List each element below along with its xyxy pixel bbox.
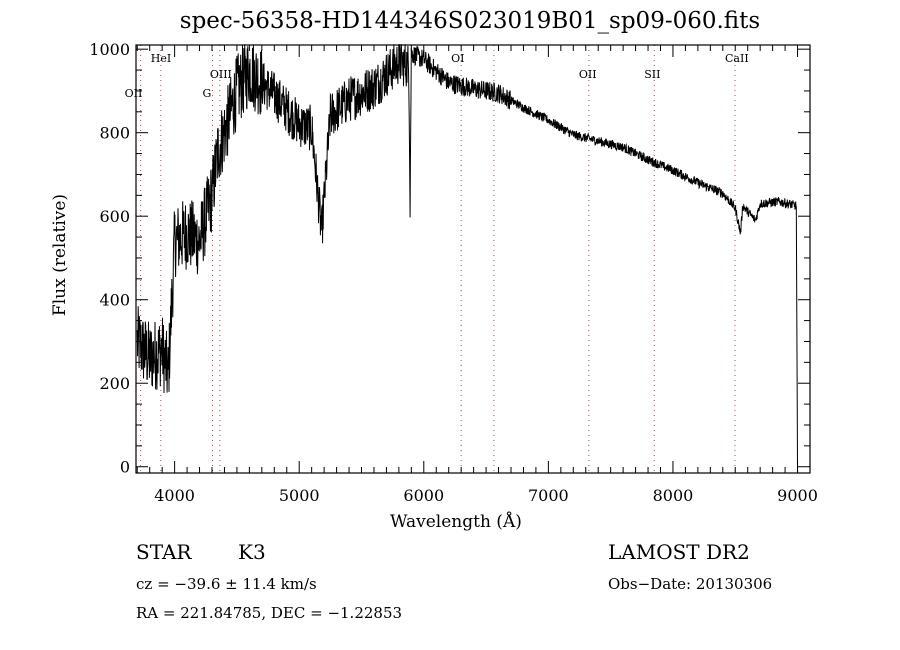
subclass: K3: [238, 540, 266, 564]
coordinates: RA = 221.84785, DEC = −1.22853: [136, 604, 403, 622]
y-tick-label: 0: [120, 458, 130, 477]
y-tick-label: 200: [99, 374, 130, 393]
y-tick-label: 600: [99, 207, 130, 226]
x-axis-label: Wavelength (Å): [390, 512, 522, 532]
y-tick-label: 1000: [89, 40, 130, 59]
line-marker-label: OI: [451, 52, 464, 65]
plot-frame: [135, 44, 811, 474]
obs-date: Obs−Date: 20130306: [608, 575, 773, 593]
chart-title: spec-56358-HD144346S023019B01_sp09-060.f…: [179, 8, 761, 34]
x-tick-label: 7000: [528, 486, 569, 505]
x-tick-label: 8000: [653, 486, 694, 505]
x-tick-label: 9000: [777, 486, 818, 505]
object-class: STAR: [136, 540, 192, 564]
survey-name: LAMOST DR2: [608, 540, 750, 564]
line-marker-label: OII: [125, 87, 143, 100]
line-marker-label: OIII: [210, 68, 232, 81]
line-marker-label: CaII: [725, 52, 749, 65]
line-marker-label: HeI: [151, 52, 171, 65]
x-tick-label: 4000: [154, 486, 195, 505]
y-tick-label: 800: [99, 124, 130, 143]
x-tick-label: 6000: [403, 486, 444, 505]
line-marker-label: G: [202, 87, 211, 100]
y-tick-label: 400: [99, 291, 130, 310]
line-marker-label: OII: [579, 68, 597, 81]
spectrum-line: [136, 44, 799, 474]
x-tick-label: 5000: [279, 486, 320, 505]
redshift-info: cz = −39.6 ± 11.4 km/s: [136, 575, 317, 593]
line-marker-label: SII: [644, 68, 660, 81]
